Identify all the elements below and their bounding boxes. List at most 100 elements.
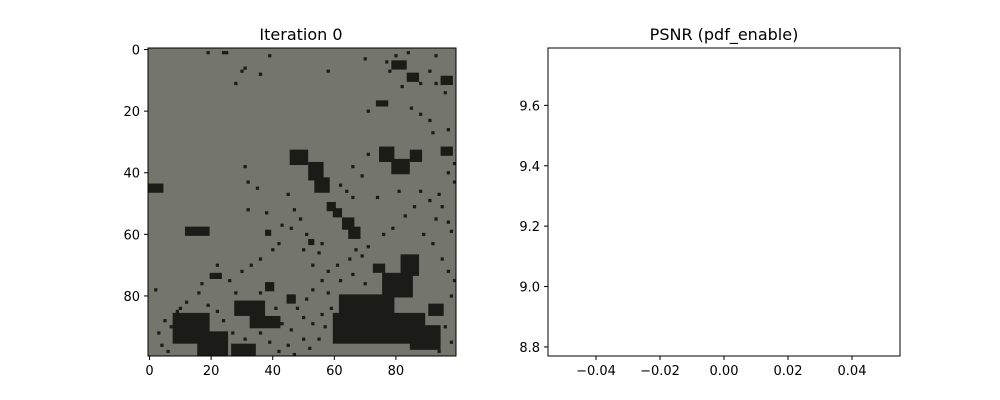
image-dark-pixel — [363, 282, 367, 286]
psnr-y-tick-label: 9.2 — [519, 220, 540, 235]
image-dark-pixel — [446, 128, 450, 132]
image-dark-pixel — [197, 291, 201, 295]
image-dark-pixel — [243, 165, 247, 169]
image-dark-region — [326, 202, 336, 212]
image-dark-pixel — [419, 81, 423, 86]
image-dark-region — [308, 161, 324, 181]
image-dark-pixel — [351, 195, 355, 200]
image-dark-pixel — [215, 263, 219, 267]
image-panel-frame — [147, 47, 457, 357]
image-dark-pixel — [323, 325, 327, 329]
psnr-panel-title: PSNR (pdf_enable) — [650, 25, 799, 45]
image-dark-pixel — [286, 343, 290, 347]
image-dark-pixel — [412, 205, 417, 209]
image-dark-pixel — [249, 263, 253, 267]
image-dark-pixel — [286, 192, 290, 196]
image-dark-region — [332, 208, 343, 218]
image-dark-pixel — [351, 165, 355, 169]
image-dark-pixel — [206, 51, 210, 55]
image-dark-pixel — [311, 263, 315, 267]
image-dark-pixel — [375, 195, 380, 200]
image-dark-pixel — [452, 279, 457, 283]
image-dark-pixel — [311, 288, 315, 292]
image-dark-pixel — [382, 232, 386, 237]
image-dark-pixel — [225, 51, 229, 55]
image-dark-region — [372, 263, 386, 273]
image-dark-pixel — [184, 300, 189, 304]
psnr-x-tick-label: 0.02 — [774, 364, 803, 379]
image-y-tick-label: 20 — [123, 105, 140, 120]
image-dark-pixel — [274, 306, 278, 310]
psnr-x-tick-label: 0.00 — [710, 364, 739, 379]
image-dark-pixel — [221, 319, 226, 323]
image-dark-region — [286, 294, 296, 304]
image-dark-pixel — [428, 198, 432, 203]
image-dark-pixel — [240, 306, 244, 310]
image-dark-pixel — [295, 306, 300, 310]
image-dark-pixel — [431, 131, 435, 135]
image-dark-pixel — [385, 60, 389, 64]
image-dark-pixel — [428, 118, 432, 123]
image-dark-pixel — [246, 180, 250, 184]
psnr-plot-area — [547, 47, 901, 357]
image-dark-pixel — [160, 343, 164, 347]
image-dark-pixel — [354, 248, 358, 252]
image-dark-pixel — [366, 245, 370, 249]
image-x-tick-label: 60 — [326, 364, 343, 379]
image-dark-regions — [148, 60, 453, 356]
image-dark-pixel — [271, 248, 275, 252]
image-dark-pixel — [163, 319, 167, 323]
image-dark-pixel — [200, 282, 204, 286]
image-x-tick-label: 20 — [203, 364, 220, 379]
image-dark-pixel — [305, 297, 309, 301]
image-dark-region — [400, 254, 420, 276]
image-dark-pixel — [292, 352, 296, 357]
image-dark-pixel — [280, 322, 284, 326]
image-dark-pixel — [277, 242, 281, 246]
image-y-tick-label: 80 — [123, 290, 140, 305]
image-dark-pixel — [449, 294, 454, 298]
image-dark-pixel — [443, 325, 447, 329]
image-dark-pixel — [366, 152, 370, 156]
image-dark-pixel — [452, 161, 457, 166]
image-dark-pixel — [400, 84, 404, 89]
image-dark-pixel — [246, 208, 250, 212]
image-dark-pixel — [228, 279, 232, 283]
image-x-tick-label: 40 — [264, 364, 281, 379]
image-dark-region — [338, 294, 395, 316]
image-dark-pixel — [363, 57, 367, 61]
image-dark-pixel — [255, 186, 260, 190]
image-dark-region — [375, 100, 389, 107]
image-dark-pixel — [326, 291, 330, 295]
image-dark-pixel — [326, 69, 330, 73]
image-dark-pixel — [419, 112, 423, 116]
image-dark-pixel — [289, 328, 293, 332]
image-y-tick-label: 60 — [123, 228, 140, 243]
image-x-tick-label: 0 — [145, 364, 153, 379]
image-dark-pixel — [154, 288, 158, 292]
image-dark-pixel — [434, 217, 438, 221]
image-dark-pixel — [320, 279, 324, 283]
image-dark-pixel — [360, 254, 364, 258]
psnr-panel: PSNR (pdf_enable) −0.04 −0.02 0.00 0.02 0.04… — [519, 25, 901, 379]
image-dark-pixel — [302, 248, 306, 252]
psnr-y-axis: 8.8 9.0 9.2 9.4 9.6 — [519, 99, 548, 356]
image-dark-region — [197, 331, 229, 356]
image-dark-pixel — [243, 337, 247, 341]
psnr-y-tick-label: 9.6 — [519, 99, 540, 114]
image-dark-region — [148, 183, 164, 193]
image-dark-pixel — [215, 309, 219, 314]
image-dark-pixel — [348, 257, 352, 261]
image-dark-pixel — [409, 106, 414, 110]
image-dark-pixel — [351, 272, 355, 277]
image-dark-region — [234, 300, 266, 316]
image-dark-pixel — [345, 189, 349, 193]
image-dark-pixel — [437, 349, 441, 354]
image-dark-pixel — [206, 303, 210, 307]
psnr-x-axis: −0.04 −0.02 0.00 0.02 0.04 — [576, 356, 866, 379]
image-dark-region — [209, 272, 222, 279]
image-dark-pixel — [258, 257, 263, 261]
image-dark-region — [184, 226, 210, 236]
image-dark-pixel — [449, 340, 454, 344]
image-dark-pixel — [280, 223, 284, 227]
